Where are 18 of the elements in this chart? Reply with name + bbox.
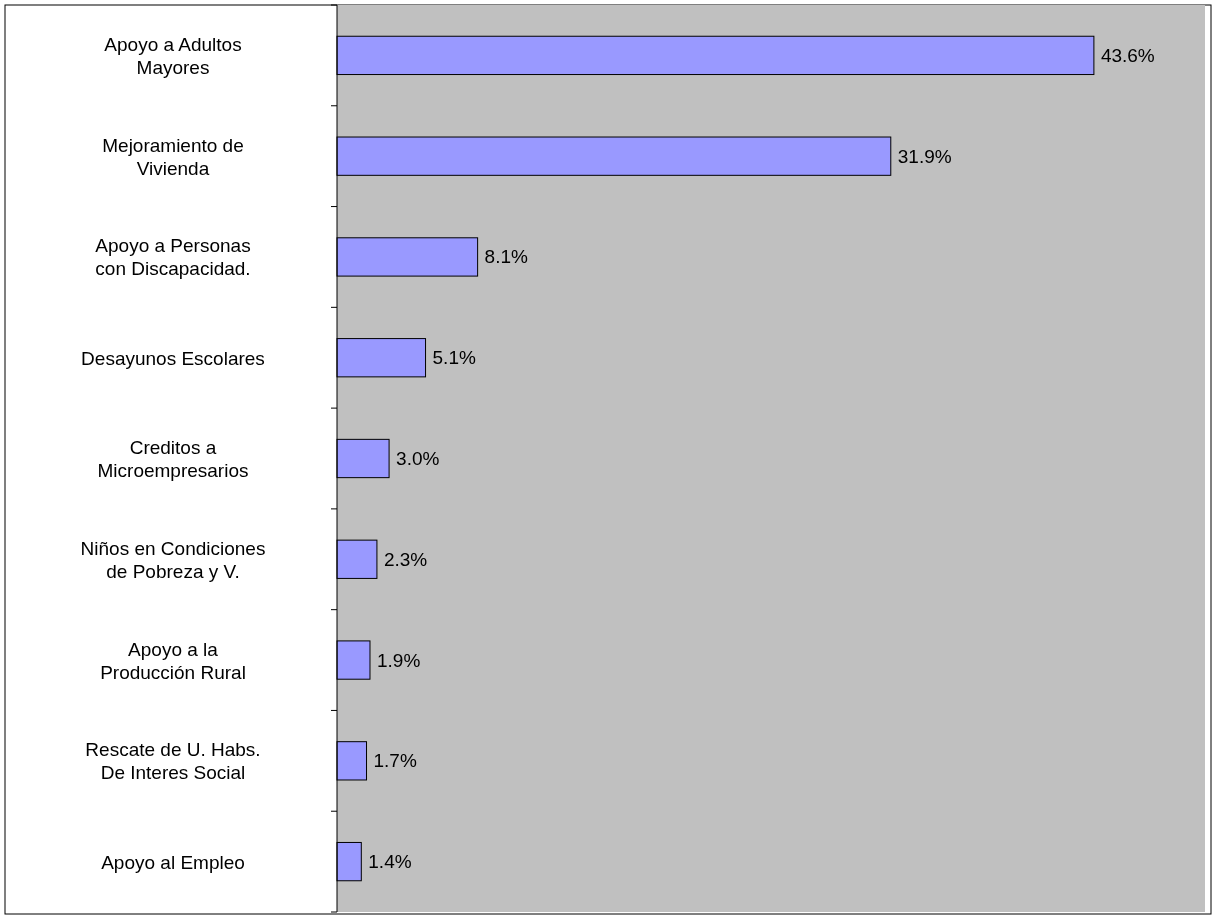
data-label: 1.4% xyxy=(368,851,412,873)
data-label: 31.9% xyxy=(897,145,952,167)
data-label: 5.1% xyxy=(432,347,476,369)
y-tick-label: Apoyo a Personas con Discapacidad. xyxy=(95,234,251,279)
y-tick-label: Niños en Condiciones de Pobreza y V. xyxy=(80,537,266,582)
data-label: 2.3% xyxy=(383,548,428,570)
data-label: 43.6% xyxy=(1100,44,1155,66)
y-tick-label: Apoyo a Adultos Mayores xyxy=(104,33,242,78)
data-label: 1.7% xyxy=(373,750,417,772)
y-tick-label: Desayunos Escolares xyxy=(81,347,265,369)
y-tick-label: Rescate de U. Habs. De Interes Social xyxy=(85,738,261,783)
y-tick-label: Creditos a Microempresarios xyxy=(97,436,249,481)
data-label: 1.9% xyxy=(376,649,421,671)
data-label: 3.0% xyxy=(396,448,440,469)
y-tick-label: Apoyo a la Producción Rural xyxy=(100,638,246,683)
y-tick-label: Apoyo al Empleo xyxy=(101,851,245,873)
y-tick-label: Mejoramiento de Vivienda xyxy=(102,134,244,179)
data-label: 8.1% xyxy=(484,246,529,268)
